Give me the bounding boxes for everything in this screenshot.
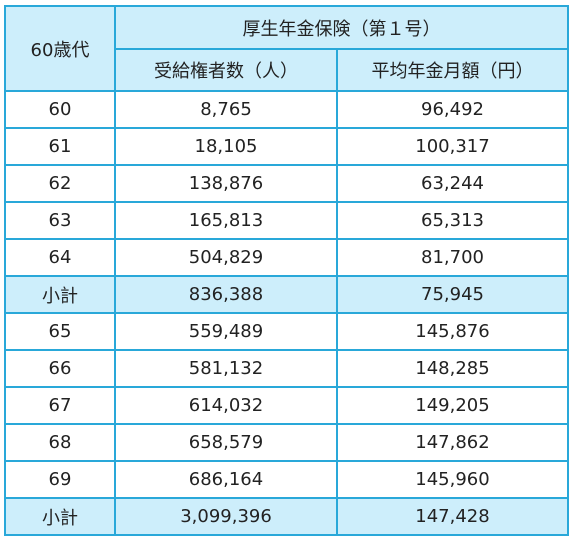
age-cell: 63 — [4, 201, 116, 240]
subtotal-row: 小計 3,099,396 147,428 — [4, 497, 569, 536]
table-row: 61 18,105 100,317 — [4, 127, 569, 166]
age-cell: 66 — [4, 349, 116, 388]
age-cell: 65 — [4, 312, 116, 351]
age-cell: 小計 — [4, 497, 116, 536]
avg-pension-cell: 145,960 — [336, 460, 569, 499]
table-row: 65 559,489 145,876 — [4, 312, 569, 351]
table-row: 62 138,876 63,244 — [4, 164, 569, 203]
avg-pension-cell: 81,700 — [336, 238, 569, 277]
age-cell: 64 — [4, 238, 116, 277]
header-row-columns: 受給権者数（人） 平均年金月額（円） — [5, 48, 569, 92]
table-header: 60歳代 厚生年金保険（第１号） 受給権者数（人） 平均年金月額（円） — [4, 5, 569, 92]
recipients-cell: 581,132 — [114, 349, 338, 388]
table-row: 63 165,813 65,313 — [4, 201, 569, 240]
avg-pension-column-header: 平均年金月額（円） — [336, 48, 569, 92]
header-row-group: 60歳代 厚生年金保険（第１号） — [4, 5, 569, 92]
recipients-cell: 18,105 — [114, 127, 338, 166]
recipients-column-header: 受給権者数（人） — [114, 48, 338, 92]
group-header: 厚生年金保険（第１号） — [114, 5, 569, 50]
avg-pension-cell: 148,285 — [336, 349, 569, 388]
age-cell: 62 — [4, 164, 116, 203]
recipients-cell: 138,876 — [114, 164, 338, 203]
avg-pension-cell: 147,428 — [336, 497, 569, 536]
pension-table: 60歳代 厚生年金保険（第１号） 受給権者数（人） 平均年金月額（円） 60 8,… — [4, 5, 569, 536]
age-cell: 61 — [4, 127, 116, 166]
avg-pension-cell: 63,244 — [336, 164, 569, 203]
table-body: 60 8,765 96,492 61 18,105 100,317 62 138,876 63,… — [4, 90, 569, 536]
age-cell: 60 — [4, 90, 116, 129]
avg-pension-cell: 145,876 — [336, 312, 569, 351]
table-row: 66 581,132 148,285 — [4, 349, 569, 388]
age-cell: 67 — [4, 386, 116, 425]
age-cell: 小計 — [4, 275, 116, 314]
recipients-cell: 686,164 — [114, 460, 338, 499]
age-column-header: 60歳代 — [4, 5, 116, 92]
avg-pension-cell: 147,862 — [336, 423, 569, 462]
table-row: 64 504,829 81,700 — [4, 238, 569, 277]
table-row: 69 686,164 145,960 — [4, 460, 569, 499]
recipients-cell: 559,489 — [114, 312, 338, 351]
avg-pension-cell: 100,317 — [336, 127, 569, 166]
age-cell: 68 — [4, 423, 116, 462]
avg-pension-cell: 65,313 — [336, 201, 569, 240]
table-row: 60 8,765 96,492 — [4, 90, 569, 129]
age-cell: 69 — [4, 460, 116, 499]
recipients-cell: 8,765 — [114, 90, 338, 129]
recipients-cell: 165,813 — [114, 201, 338, 240]
recipients-cell: 3,099,396 — [114, 497, 338, 536]
avg-pension-cell: 75,945 — [336, 275, 569, 314]
subtotal-row: 小計 836,388 75,945 — [4, 275, 569, 314]
recipients-cell: 836,388 — [114, 275, 338, 314]
table-row: 68 658,579 147,862 — [4, 423, 569, 462]
recipients-cell: 504,829 — [114, 238, 338, 277]
table-container: 60歳代 厚生年金保険（第１号） 受給権者数（人） 平均年金月額（円） 60 8,… — [4, 5, 569, 536]
avg-pension-cell: 149,205 — [336, 386, 569, 425]
recipients-cell: 614,032 — [114, 386, 338, 425]
recipients-cell: 658,579 — [114, 423, 338, 462]
avg-pension-cell: 96,492 — [336, 90, 569, 129]
table-row: 67 614,032 149,205 — [4, 386, 569, 425]
